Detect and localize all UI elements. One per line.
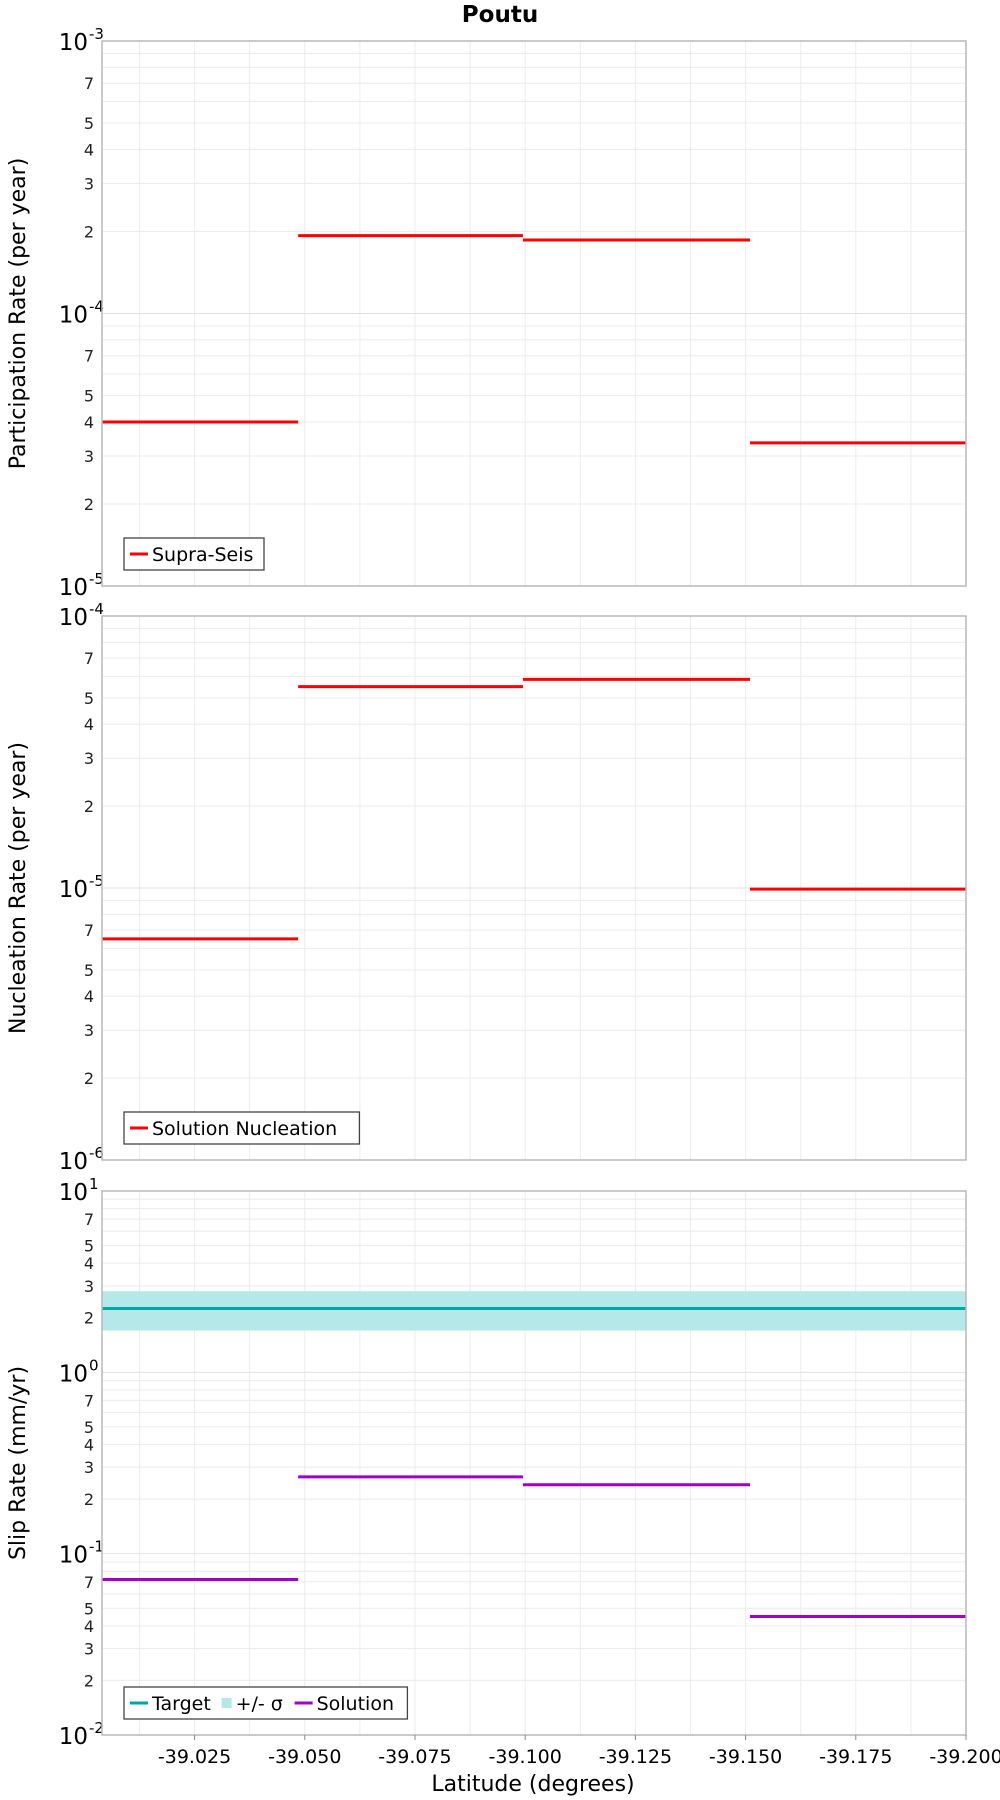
y-tick-label: 2 xyxy=(84,1069,94,1088)
y-tick-exponent: -3 xyxy=(89,25,104,43)
y-tick-exponent: -4 xyxy=(89,298,104,316)
x-tick-label: -39.100 xyxy=(489,1746,562,1768)
y-tick-exponent: -4 xyxy=(89,600,104,618)
y-tick-label: 4 xyxy=(84,1435,94,1454)
legend-box xyxy=(123,1111,361,1145)
y-tick-exponent: -5 xyxy=(89,570,104,588)
y-tick-label: 3 xyxy=(84,1277,94,1296)
y-tick-exponent: -1 xyxy=(89,1538,104,1556)
y-tick-label: 5 xyxy=(84,1237,94,1256)
x-tick-label: -39.050 xyxy=(268,1746,341,1768)
y-tick-label: 4 xyxy=(84,987,94,1006)
y-tick-label: 5 xyxy=(84,1599,94,1618)
y-tick-label: 5 xyxy=(84,961,94,980)
y-tick-label: 7 xyxy=(84,1210,94,1229)
legend: Solution Nucleation xyxy=(123,1111,361,1145)
y-tick-label: 2 xyxy=(84,222,94,241)
y-tick-label-decade: 10 xyxy=(59,605,88,631)
legend-label: Supra-Seis xyxy=(152,544,253,566)
uncertainty-band xyxy=(102,1291,966,1331)
y-tick-exponent: -5 xyxy=(89,872,104,890)
legend-label: Solution Nucleation xyxy=(152,1118,337,1140)
y-tick-label: 7 xyxy=(84,74,94,93)
y-tick-label: 7 xyxy=(84,1391,94,1410)
y-tick-label: 5 xyxy=(84,114,94,133)
y-tick-label: 3 xyxy=(84,1639,94,1658)
y-tick-label: 3 xyxy=(84,749,94,768)
legend-label: Target xyxy=(151,1693,211,1715)
y-tick-label: 2 xyxy=(84,495,94,514)
y-tick-label-decade: 10 xyxy=(59,1149,88,1175)
y-tick-label: 5 xyxy=(84,387,94,406)
y-tick-label: 7 xyxy=(84,921,94,940)
y-tick-label: 4 xyxy=(84,1254,94,1273)
x-axis-label: Latitude (degrees) xyxy=(431,1772,634,1797)
x-tick-label: -39.125 xyxy=(599,1746,672,1768)
y-tick-label: 7 xyxy=(84,1573,94,1592)
plot-frame xyxy=(101,1190,967,1736)
x-tick-label: -39.175 xyxy=(819,1746,892,1768)
y-tick-label: 3 xyxy=(84,447,94,466)
y-tick-label-decade: 10 xyxy=(59,877,88,903)
y-tick-label: 4 xyxy=(84,140,94,159)
y-tick-label: 4 xyxy=(84,413,94,432)
y-tick-label: 3 xyxy=(84,1021,94,1040)
x-tick-label: -39.150 xyxy=(709,1746,782,1768)
y-tick-label: 2 xyxy=(84,1671,94,1690)
y-tick-exponent: 1 xyxy=(89,1175,99,1193)
legend-label: Solution xyxy=(317,1693,394,1715)
x-tick-label: -39.075 xyxy=(378,1746,451,1768)
legend: Supra-Seis xyxy=(123,537,265,571)
x-tick-label: -39.200 xyxy=(929,1746,1000,1768)
y-axis-label: Nucleation Rate (per year) xyxy=(6,742,31,1034)
y-tick-label-decade: 10 xyxy=(59,1724,88,1750)
legend-swatch xyxy=(221,1698,232,1708)
y-tick-label-decade: 10 xyxy=(59,575,88,601)
chart-title: Poutu xyxy=(462,2,538,28)
y-tick-label-decade: 10 xyxy=(59,303,88,329)
y-axis-label: Participation Rate (per year) xyxy=(6,158,31,470)
y-tick-label: 4 xyxy=(84,1617,94,1636)
plot-frame xyxy=(101,40,967,587)
y-tick-label: 7 xyxy=(84,347,94,366)
y-tick-label: 7 xyxy=(84,649,94,668)
y-tick-label: 2 xyxy=(84,797,94,816)
y-tick-label-decade: 10 xyxy=(59,1361,88,1387)
y-tick-label-decade: 10 xyxy=(59,30,88,56)
y-tick-label: 5 xyxy=(84,689,94,708)
y-tick-label: 5 xyxy=(84,1418,94,1437)
y-tick-label-decade: 10 xyxy=(59,1543,88,1569)
plot-area xyxy=(102,1191,966,1735)
legend-box xyxy=(123,1686,409,1720)
y-tick-exponent: -6 xyxy=(89,1144,104,1162)
x-tick-label: -39.025 xyxy=(158,1746,231,1768)
y-tick-label: 3 xyxy=(84,1458,94,1477)
y-axis-label: Slip Rate (mm/yr) xyxy=(6,1366,31,1560)
legend: Target +/- σ Solution xyxy=(123,1686,409,1720)
y-tick-label: 2 xyxy=(84,1490,94,1509)
y-tick-label-decade: 10 xyxy=(59,1180,88,1206)
plot-frame xyxy=(101,615,967,1161)
y-tick-label: 3 xyxy=(84,174,94,193)
y-tick-exponent: 0 xyxy=(89,1356,99,1374)
y-tick-label: 2 xyxy=(84,1309,94,1328)
y-tick-label: 4 xyxy=(84,715,94,734)
legend-label: +/- σ xyxy=(236,1693,283,1715)
y-tick-exponent: -2 xyxy=(89,1719,104,1737)
